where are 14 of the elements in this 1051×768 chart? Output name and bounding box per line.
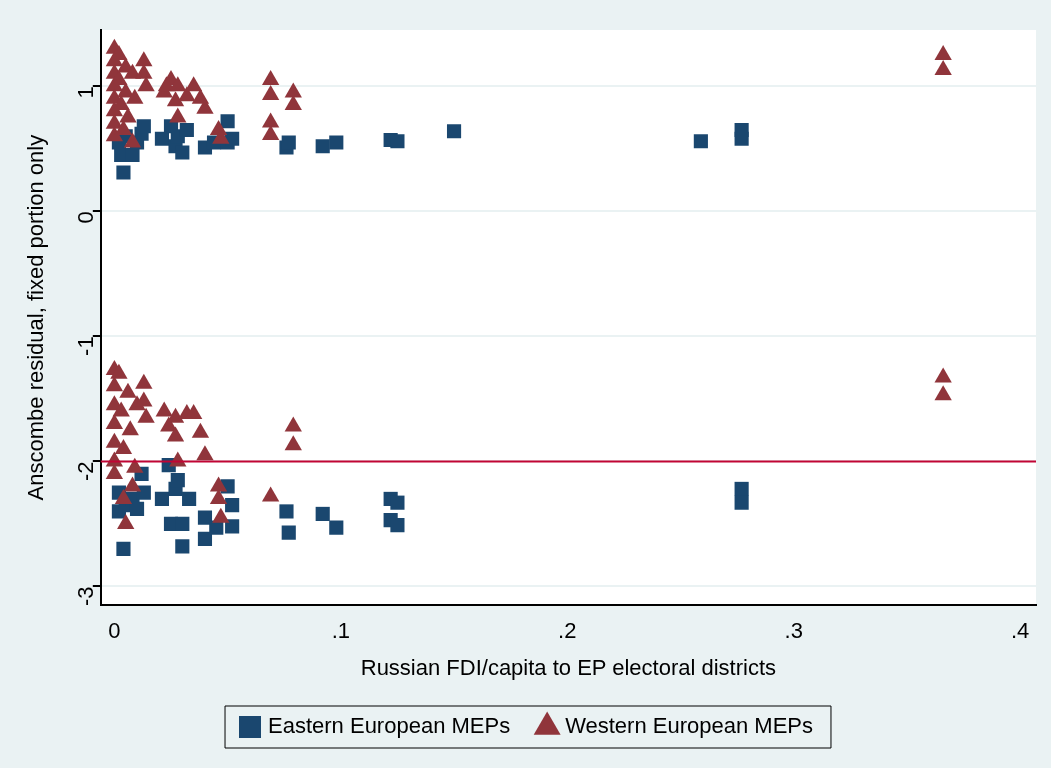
- y-tick-label: 1: [72, 86, 98, 99]
- y-tick-label: -3: [72, 586, 98, 607]
- y-tick-label: 0: [72, 211, 98, 224]
- x-tick-label: .1: [331, 618, 351, 644]
- x-axis-title: Russian FDI/capita to EP electoral districts: [360, 654, 777, 680]
- x-tick-label: .4: [1010, 618, 1030, 644]
- y-tick-label: -1: [72, 336, 98, 356]
- x-tick-label: 0: [108, 618, 121, 644]
- legend-label: Eastern European MEPs: [268, 713, 511, 739]
- y-tick-label: -2: [72, 461, 98, 481]
- x-tick-label: .3: [784, 618, 803, 644]
- legend-label: Western European MEPs: [565, 713, 813, 739]
- x-tick-label: .2: [558, 618, 577, 644]
- y-axis-title: Anscombe residual, fixed portion only: [23, 134, 49, 501]
